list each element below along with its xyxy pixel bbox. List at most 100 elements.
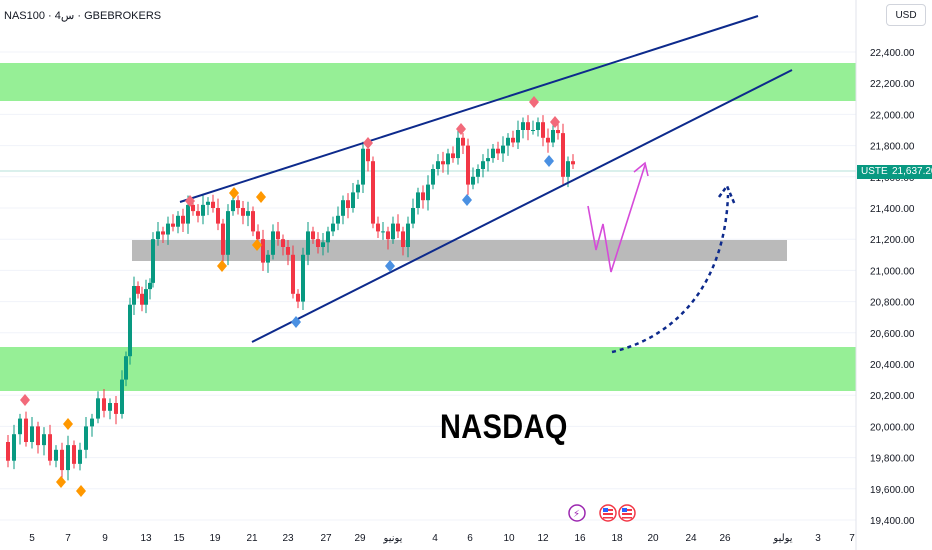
price-tick-label: 22,000.00: [870, 110, 915, 121]
candle-body: [321, 242, 325, 247]
candle-body: [132, 286, 136, 305]
candle-body: [60, 449, 64, 471]
candle-body: [551, 130, 555, 143]
candle-body: [341, 200, 345, 216]
signal-diamond-marker: [185, 195, 195, 207]
candle-body: [171, 223, 175, 227]
price-axis: 22,400.0022,200.0022,000.0021,800.0021,6…: [870, 48, 915, 527]
candles: [6, 115, 575, 481]
signal-diamond-marker: [256, 191, 266, 203]
candle-body: [556, 130, 560, 134]
candle-body: [326, 231, 330, 243]
candle-body: [108, 403, 112, 411]
currency-button[interactable]: USD: [886, 4, 926, 26]
candle-body: [276, 231, 280, 240]
candle-body: [48, 434, 52, 461]
candle-body: [196, 211, 200, 216]
candle-body: [251, 211, 255, 232]
candle-body: [216, 208, 220, 224]
candle-body: [336, 215, 340, 224]
candle-body: [296, 293, 300, 302]
candle-body: [506, 137, 510, 146]
time-tick-label: 6: [467, 533, 473, 544]
time-tick-label: 5: [29, 533, 35, 544]
time-tick-label: 9: [102, 533, 108, 544]
time-tick-label: 26: [719, 533, 731, 544]
candle-body: [66, 445, 70, 471]
candle-body: [241, 208, 245, 216]
candle-body: [571, 161, 575, 165]
candle-body: [356, 184, 360, 193]
signal-diamond-marker: [550, 116, 560, 128]
candle-body: [291, 254, 295, 294]
lower-demand-zone: [0, 347, 856, 391]
price-tick-label: 20,200.00: [870, 391, 915, 402]
symbol-header[interactable]: NAS100 · 4س · GBEBROKERS: [4, 10, 162, 22]
candle-body: [161, 231, 165, 235]
candle-body: [151, 239, 155, 283]
candle-body: [102, 398, 106, 411]
candle-body: [54, 449, 58, 461]
candle-body: [331, 223, 335, 232]
lightning-icon: [568, 504, 586, 522]
candle-body: [536, 122, 540, 130]
time-tick-label: 23: [282, 533, 294, 544]
signal-diamond-marker: [20, 394, 30, 406]
signal-diamond-marker: [252, 239, 262, 251]
candle-body: [206, 201, 210, 205]
candle-body: [501, 145, 505, 154]
candle-body: [516, 130, 520, 143]
time-tick-label: 18: [611, 533, 623, 544]
price-tick-label: 19,800.00: [870, 454, 915, 465]
price-tick-label: 20,600.00: [870, 329, 915, 340]
candle-body: [566, 161, 570, 177]
time-tick-label: 27: [320, 533, 332, 544]
signal-diamond-marker: [529, 96, 539, 108]
candle-body: [271, 231, 275, 255]
candle-body: [386, 231, 390, 240]
candle-body: [471, 176, 475, 185]
candle-body: [461, 137, 465, 146]
candle-body: [84, 426, 88, 450]
price-tick-label: 21,000.00: [870, 266, 915, 277]
candle-body: [90, 418, 94, 427]
price-tick-label: 21,200.00: [870, 235, 915, 246]
candle-body: [546, 137, 550, 143]
signal-diamond-marker: [544, 155, 554, 167]
svg-text:⚡: ⚡: [573, 509, 580, 520]
candle-body: [401, 231, 405, 247]
candle-body: [140, 293, 144, 305]
candle-body: [78, 449, 82, 464]
candle-body: [366, 148, 370, 162]
candle-body: [120, 379, 124, 414]
candle-body: [124, 356, 128, 380]
candle-body: [421, 192, 425, 201]
signal-diamond-marker: [63, 418, 73, 430]
candle-body: [156, 231, 160, 240]
candle-body: [176, 215, 180, 227]
time-tick-label: 13: [140, 533, 152, 544]
candle-body: [436, 161, 440, 169]
price-tick-label: 19,400.00: [870, 516, 915, 527]
candle-body: [406, 223, 410, 247]
price-tick-label: 20,400.00: [870, 360, 915, 371]
time-tick-label: 24: [685, 533, 697, 544]
candle-body: [236, 200, 240, 208]
signal-diamond-marker: [76, 485, 86, 497]
candle-body: [266, 254, 270, 263]
projection-path: [587, 164, 646, 273]
candle-body: [148, 282, 152, 290]
candle-body: [431, 169, 435, 185]
candle-body: [361, 148, 365, 185]
price-tick-label: 22,400.00: [870, 48, 915, 59]
time-tick-label: 7: [65, 533, 71, 544]
candle-body: [136, 286, 140, 294]
candle-body: [411, 208, 415, 224]
time-tick-label: 29: [354, 533, 366, 544]
candle-body: [128, 304, 132, 357]
signal-diamond-marker: [229, 187, 239, 199]
channel-lower-line: [251, 69, 793, 343]
candle-body: [496, 148, 500, 154]
candle-body: [531, 130, 535, 131]
